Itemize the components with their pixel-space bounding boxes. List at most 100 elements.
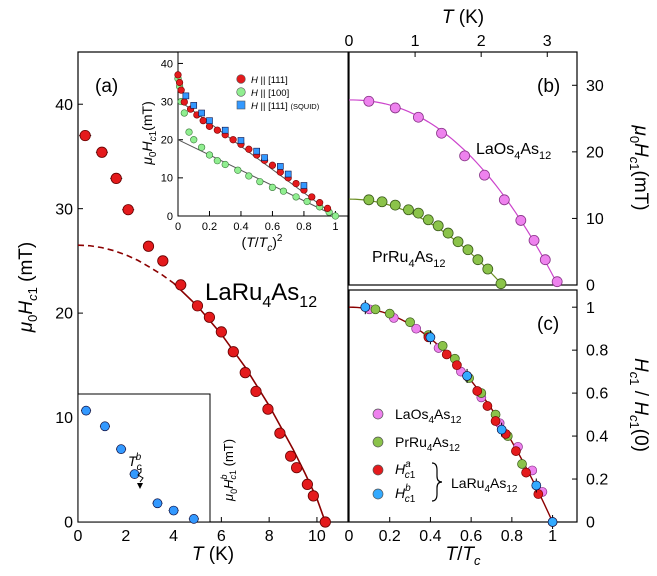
inset-point-h100: [268, 183, 277, 191]
data-point: [203, 311, 216, 323]
inset-top: 0 0.2 0.4 0.6 0.8 1 0 10 20 30 40 H || [111] H ||…: [139, 51, 349, 254]
inset-bottom: Tcb μ0Hbc1 (mT): [77, 393, 239, 524]
panel-b-x-ticks: 0 1 2 3: [345, 33, 552, 57]
inset-point-squid: [206, 117, 213, 124]
inset-point-squid: [253, 147, 261, 155]
inset-bottom-point: [168, 505, 179, 516]
panel-c: 0 0.2 0.4 0.6 0.8 1 0 0.2 0.4 0.6 0.8 1 (c) LaOs4A…: [345, 289, 651, 568]
prru-point: [495, 278, 507, 290]
prru-point: [363, 194, 375, 206]
x-tick-label: 0.4: [233, 221, 248, 233]
data-point: [227, 346, 239, 358]
c-point-hc1a: [511, 446, 521, 456]
laos-point: [528, 234, 540, 246]
panel-a-x-axis-label: T (K): [192, 544, 234, 565]
prru-point: [472, 254, 484, 266]
data-point: [262, 403, 274, 415]
inset-point-squid: [190, 102, 198, 109]
panel-c-legend: LaOs4As12 PrRu4As12 Ha c1 Hb c1 LaRu4As12: [372, 406, 518, 505]
x-tick-label: 2: [121, 528, 130, 545]
prru-point: [482, 263, 494, 275]
data-point: [319, 516, 331, 528]
inset-point-h100: [331, 212, 340, 220]
y-tick-label: 1: [586, 300, 595, 317]
x-tick-label: 0.2: [202, 221, 217, 233]
inset-point-h100: [303, 197, 311, 206]
legend-label-prru: PrRu4As12: [395, 434, 460, 454]
c-point-hc1a: [490, 416, 501, 426]
data-point: [250, 385, 262, 398]
inset-point-squid: [284, 170, 292, 178]
legend-marker-squid: [236, 100, 246, 110]
inset-point-h111: [180, 98, 188, 106]
laos-point: [551, 276, 563, 288]
legend-marker-h100: [236, 87, 246, 97]
laos-point: [363, 95, 375, 107]
y-tick-label: 0.2: [586, 472, 608, 489]
data-point: [175, 279, 187, 291]
dashed-fit-line: [77, 244, 175, 284]
data-point: [122, 204, 134, 216]
prru-point: [452, 236, 464, 248]
y-tick-label: 20: [161, 135, 173, 147]
inset-point-h111: [213, 126, 221, 134]
prru-point: [389, 199, 401, 211]
inset-point-squid: [198, 109, 205, 117]
panel-c-label: (c): [537, 314, 559, 335]
c-point-hc1a: [533, 489, 544, 499]
inset-top-y-ticks: 0 10 20 30 40: [161, 58, 183, 223]
inset-bottom-point: [116, 444, 126, 455]
inset-point-h111: [276, 168, 284, 176]
data-point: [307, 490, 319, 502]
c-point-laos: [411, 323, 422, 334]
c-point-prru: [437, 341, 448, 351]
c-point-hc1b: [531, 480, 542, 491]
panel-b-y-axis-label: μ0Hc1(mT): [627, 124, 651, 210]
laos-point: [459, 150, 471, 162]
panel-a-y-axis-label: μ0Hc1 (mT): [16, 242, 40, 334]
legend-label-h100: H || [100]: [251, 88, 289, 99]
prru-point: [422, 214, 434, 226]
y-tick-label: 40: [161, 58, 173, 70]
inset-point-h100: [256, 178, 264, 186]
x-tick-label: 0: [175, 221, 181, 233]
y-tick-label: 0.4: [586, 429, 608, 446]
x-tick-label: 1: [548, 528, 557, 545]
inset-point-h100: [279, 187, 288, 195]
x-tick-label: 0.4: [419, 528, 441, 545]
c-point-prru: [370, 304, 381, 315]
inset-point-h100: [292, 193, 300, 201]
inset-top-data-points: [174, 71, 340, 220]
inset-bottom-point: [188, 514, 199, 524]
data-point: [291, 462, 303, 474]
y-tick-label: 40: [55, 97, 73, 114]
inset-point-h100: [234, 166, 242, 174]
inset-point-h111: [177, 86, 185, 94]
inset-point-h111: [229, 136, 237, 144]
data-point: [239, 367, 251, 379]
inset-point-h111: [245, 145, 253, 153]
inset-bottom-arrow-line: [137, 468, 144, 483]
inset-point-h111: [268, 161, 277, 169]
y-tick-label: 30: [161, 96, 173, 108]
c-point-prru: [405, 317, 415, 328]
x-tick-label: 0: [345, 33, 354, 50]
legend-marker-h111: [236, 74, 246, 84]
inset-point-h100: [245, 172, 253, 180]
inset-top-frame: [177, 51, 349, 217]
laos-point: [479, 169, 490, 181]
y-tick-label: 0: [167, 211, 173, 223]
prru-point: [376, 196, 388, 208]
legend-label-h111: H || [111]: [251, 75, 288, 86]
panel-a-label: (a): [95, 76, 118, 97]
inset-bottom-data-points: [81, 405, 199, 524]
c-point-hc1a: [472, 386, 483, 396]
inset-point-h111: [174, 71, 182, 79]
panel-b-label-laos: LaOs4As12: [476, 141, 551, 162]
panel-c-y-ticks: 0 0.2 0.4 0.6 0.8 1: [572, 300, 608, 532]
prru-point: [432, 220, 444, 232]
inset-point-squid: [277, 163, 284, 170]
x-tick-label: 0: [345, 528, 354, 545]
x-tick-label: 6: [217, 528, 226, 545]
